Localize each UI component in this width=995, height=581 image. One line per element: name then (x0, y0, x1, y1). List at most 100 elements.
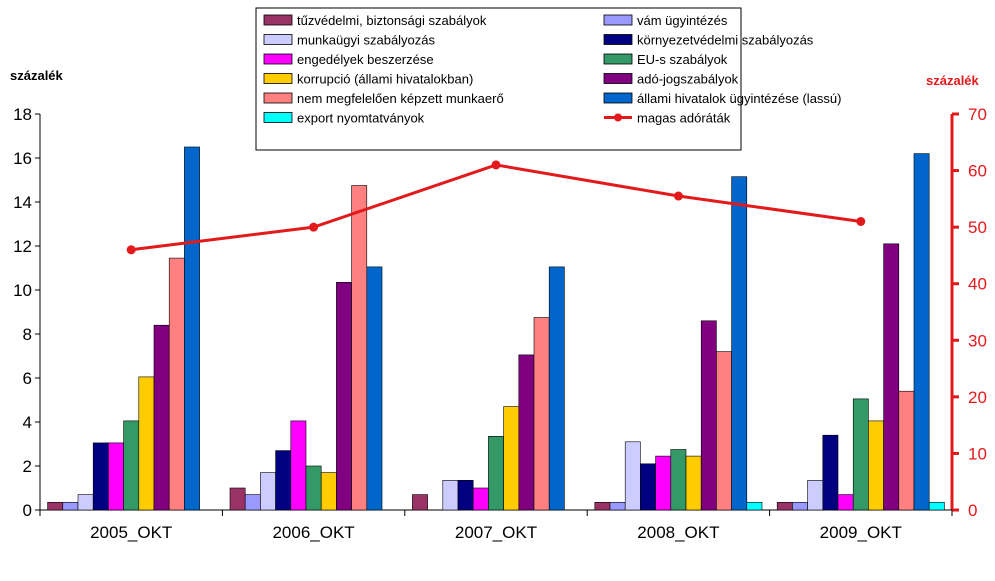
bar (731, 176, 748, 511)
bar (670, 449, 687, 511)
legend-label: nem megfelelően képzett munkaerő (297, 91, 504, 106)
bar (503, 406, 520, 511)
bar (807, 479, 824, 511)
legend-swatch (263, 14, 293, 26)
bar (837, 494, 854, 511)
bar (457, 479, 474, 511)
left-tick-label: 0 (23, 501, 32, 520)
bar (275, 450, 292, 511)
bar (305, 465, 322, 511)
line-point (856, 216, 866, 226)
legend-swatch (263, 34, 293, 45)
left-tick-label: 2 (23, 457, 32, 476)
legend-label: munkaügyi szabályozás (297, 33, 436, 48)
left-tick-label: 6 (23, 369, 32, 388)
bar (700, 320, 717, 511)
bar (792, 501, 808, 511)
bar (609, 501, 626, 511)
legend-label: magas adóráták (637, 111, 731, 126)
legend-swatch (263, 92, 293, 104)
bar (716, 351, 732, 511)
bar (746, 501, 763, 511)
bar (351, 185, 368, 511)
bar (62, 501, 79, 511)
bar (928, 501, 945, 511)
legend-swatch (603, 34, 633, 45)
bar (108, 442, 124, 511)
right-tick-label: 0 (968, 501, 977, 520)
left-tick-label: 4 (23, 413, 32, 432)
right-tick-label: 70 (968, 105, 987, 124)
right-axis-title: százalék (926, 73, 980, 88)
bar (594, 501, 611, 511)
x-tick-label: 2006_OKT (272, 523, 354, 542)
bar (184, 146, 200, 511)
bar (442, 479, 459, 511)
x-tick-label: 2009_OKT (820, 523, 902, 542)
legend-swatch (263, 112, 293, 123)
axes: 0 2 4 6 8 10 12 14 16 18 0 10 20 30 40 50 60 70 2005_OKT 20… (13, 105, 987, 542)
legend-label: EU-s szabályok (637, 52, 728, 67)
bars (47, 146, 945, 511)
legend-label: tűzvédelmi, biztonsági szabályok (297, 13, 487, 28)
bar (868, 420, 884, 511)
legend-swatch (263, 53, 293, 65)
legend-swatch (603, 53, 633, 65)
bar (290, 420, 307, 511)
bar (472, 487, 489, 511)
left-tick-label: 10 (13, 281, 32, 300)
bar (533, 317, 550, 511)
legend-box (255, 7, 742, 151)
right-tick-label: 60 (968, 162, 987, 181)
legend-label: állami hivatalok ügyintézése (lassú) (637, 91, 841, 106)
legend-label: export nyomtatványok (297, 111, 425, 126)
bar (138, 376, 155, 511)
x-tick-label: 2007_OKT (455, 523, 537, 542)
bar (229, 487, 246, 511)
legend-label: engedélyek beszerzése (297, 52, 434, 67)
bar (123, 420, 140, 511)
line-series (126, 160, 866, 255)
bar (655, 455, 672, 511)
bar (77, 494, 94, 511)
legend-swatch (603, 14, 633, 26)
bar (366, 266, 383, 511)
bar (47, 501, 64, 511)
bar (412, 494, 428, 511)
bar (624, 441, 641, 511)
line-point (673, 191, 683, 201)
legend-swatch-marker (614, 113, 622, 122)
right-tick-label: 50 (968, 218, 987, 237)
bar (92, 442, 109, 511)
left-tick-label: 8 (23, 325, 32, 344)
bar (336, 281, 352, 511)
legend-label: környezetvédelmi szabályozás (637, 33, 814, 48)
left-tick-label: 12 (13, 237, 32, 256)
legend-label: adó-jogszabályok (637, 72, 739, 87)
legend: tűzvédelmi, biztonsági szabályok vám ügyi… (255, 7, 841, 151)
bar (488, 435, 504, 511)
bar (153, 324, 170, 511)
legend-swatch (603, 92, 633, 104)
left-tick-label: 16 (13, 149, 32, 168)
bar (776, 501, 793, 511)
bar (913, 153, 930, 511)
right-tick-label: 10 (968, 444, 987, 463)
legend-label: korrupció (állami hivatalokban) (297, 72, 473, 87)
bar (898, 390, 915, 511)
bar (822, 434, 839, 511)
line-path (131, 163, 862, 252)
legend-swatch (263, 73, 293, 84)
bar (883, 243, 900, 511)
bar (852, 398, 869, 511)
bar (168, 257, 185, 511)
right-tick-label: 20 (968, 388, 987, 407)
bar (518, 354, 535, 511)
x-tick-label: 2008_OKT (637, 523, 719, 542)
line-point (126, 245, 136, 255)
bar (548, 266, 565, 511)
right-tick-label: 30 (968, 331, 987, 350)
right-tick-label: 40 (968, 275, 987, 294)
left-tick-label: 18 (13, 105, 32, 124)
